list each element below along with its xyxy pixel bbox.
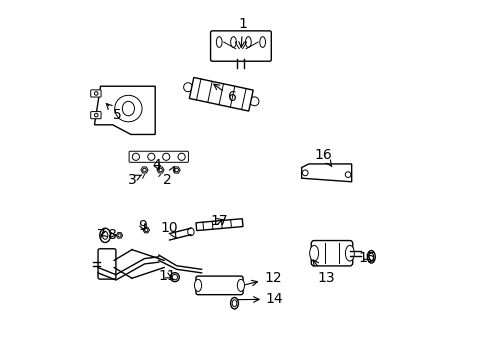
Text: 6: 6: [213, 84, 236, 104]
Circle shape: [144, 228, 147, 231]
FancyBboxPatch shape: [129, 151, 188, 162]
Ellipse shape: [102, 231, 108, 239]
Text: 7: 7: [97, 228, 107, 242]
Ellipse shape: [183, 83, 192, 92]
Polygon shape: [301, 164, 351, 182]
Text: 5: 5: [106, 104, 122, 122]
Ellipse shape: [232, 300, 236, 307]
FancyBboxPatch shape: [196, 276, 243, 295]
Ellipse shape: [249, 97, 259, 106]
Text: 17: 17: [210, 213, 228, 228]
Ellipse shape: [122, 101, 134, 116]
Polygon shape: [141, 167, 148, 173]
Ellipse shape: [187, 228, 194, 236]
Text: 11: 11: [159, 269, 176, 283]
Polygon shape: [196, 219, 243, 231]
Ellipse shape: [237, 279, 244, 292]
FancyBboxPatch shape: [91, 90, 101, 97]
Text: 15: 15: [358, 251, 376, 265]
Circle shape: [147, 153, 155, 160]
Ellipse shape: [115, 95, 142, 122]
Ellipse shape: [172, 274, 177, 280]
Text: 3: 3: [127, 172, 142, 186]
Circle shape: [163, 153, 169, 160]
Text: 4: 4: [152, 158, 161, 172]
Text: 1: 1: [238, 17, 246, 48]
Text: 9: 9: [138, 219, 147, 233]
Ellipse shape: [194, 279, 201, 292]
Text: 13: 13: [312, 260, 335, 285]
Ellipse shape: [259, 37, 265, 48]
Ellipse shape: [366, 251, 374, 263]
Text: 16: 16: [314, 148, 331, 167]
Ellipse shape: [170, 273, 179, 282]
Polygon shape: [157, 167, 164, 173]
Polygon shape: [189, 77, 253, 111]
FancyBboxPatch shape: [311, 240, 352, 266]
Polygon shape: [116, 233, 122, 238]
Ellipse shape: [309, 246, 318, 261]
Circle shape: [178, 153, 185, 160]
Text: 12: 12: [245, 271, 281, 286]
Ellipse shape: [368, 253, 373, 261]
Ellipse shape: [216, 37, 222, 48]
Text: 8: 8: [108, 228, 117, 242]
Circle shape: [132, 153, 139, 160]
Text: 2: 2: [163, 166, 174, 186]
Circle shape: [118, 234, 121, 237]
Polygon shape: [94, 86, 155, 134]
Text: 10: 10: [161, 221, 178, 238]
Circle shape: [302, 170, 307, 176]
Polygon shape: [143, 227, 149, 233]
Circle shape: [159, 168, 162, 172]
Circle shape: [345, 172, 350, 177]
Ellipse shape: [100, 228, 110, 243]
Circle shape: [142, 168, 146, 172]
Ellipse shape: [345, 246, 354, 261]
FancyBboxPatch shape: [98, 249, 116, 279]
Polygon shape: [173, 167, 180, 173]
Circle shape: [175, 168, 178, 172]
Circle shape: [94, 92, 98, 95]
Ellipse shape: [230, 297, 238, 309]
Ellipse shape: [245, 37, 251, 48]
FancyBboxPatch shape: [91, 112, 101, 119]
Text: 14: 14: [237, 292, 283, 306]
Ellipse shape: [230, 37, 236, 48]
Circle shape: [94, 113, 98, 117]
FancyBboxPatch shape: [210, 31, 271, 61]
